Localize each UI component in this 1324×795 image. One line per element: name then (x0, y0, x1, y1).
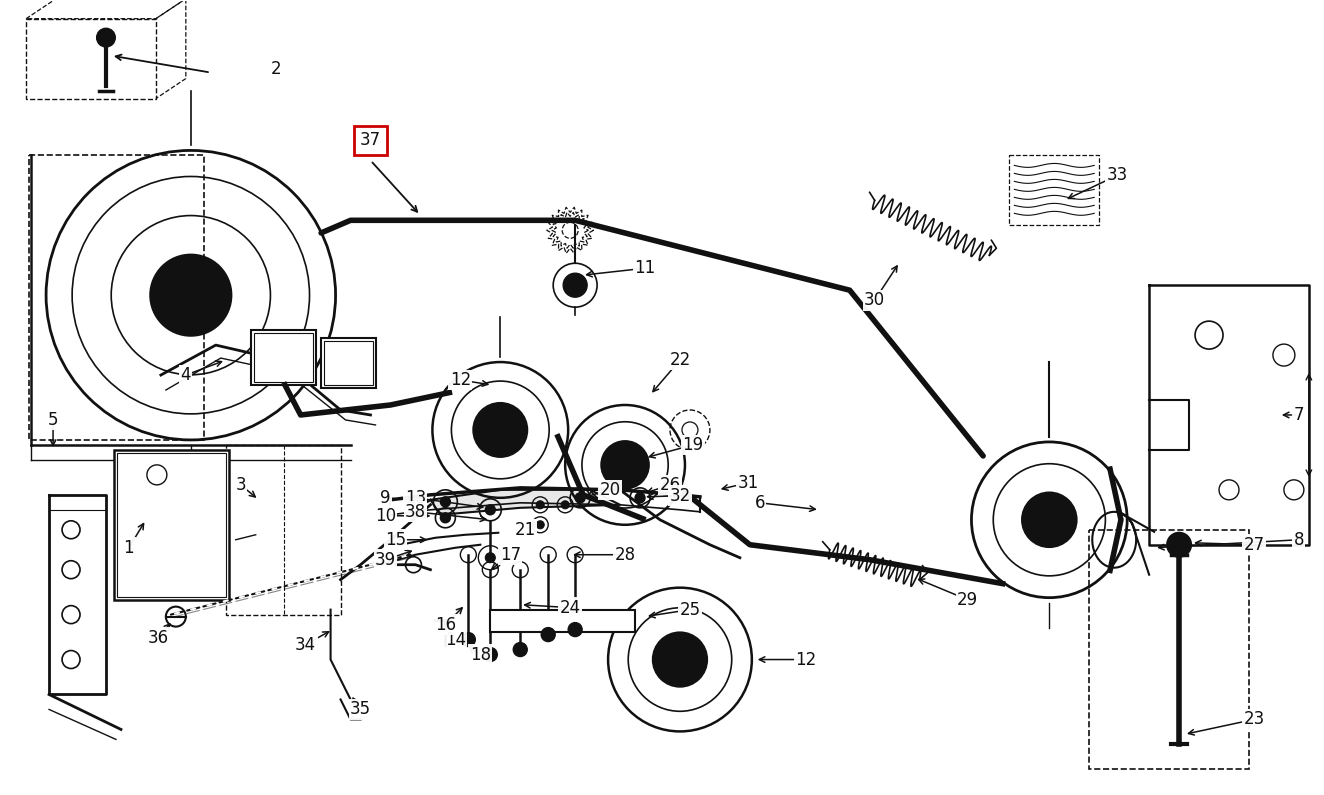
Text: 19: 19 (682, 436, 703, 454)
Text: 21: 21 (515, 521, 536, 539)
Text: 34: 34 (295, 635, 316, 653)
Circle shape (536, 521, 544, 529)
FancyBboxPatch shape (250, 330, 315, 385)
Polygon shape (430, 490, 620, 515)
Text: 14: 14 (445, 630, 466, 649)
Circle shape (1043, 514, 1055, 526)
Circle shape (441, 497, 450, 506)
Text: 15: 15 (385, 531, 406, 549)
Circle shape (514, 642, 527, 657)
Circle shape (1022, 493, 1076, 547)
Circle shape (486, 553, 495, 563)
Circle shape (568, 622, 583, 637)
Circle shape (97, 29, 115, 47)
Text: 10: 10 (375, 506, 396, 525)
FancyBboxPatch shape (490, 610, 636, 631)
Text: 24: 24 (560, 599, 581, 617)
Text: 37: 37 (360, 131, 381, 149)
Circle shape (1168, 533, 1192, 556)
Text: 3: 3 (236, 476, 246, 494)
Circle shape (441, 513, 450, 523)
Text: 2: 2 (270, 60, 281, 78)
Text: 30: 30 (865, 291, 886, 309)
Circle shape (667, 646, 692, 673)
FancyBboxPatch shape (114, 450, 229, 599)
Text: 6: 6 (755, 494, 765, 512)
Text: 33: 33 (1107, 166, 1128, 184)
Text: 5: 5 (48, 411, 58, 429)
Text: 7: 7 (1294, 406, 1304, 424)
Text: 26: 26 (659, 476, 681, 494)
Circle shape (483, 648, 498, 661)
Text: 25: 25 (679, 601, 700, 619)
Text: 12: 12 (450, 371, 471, 389)
Text: 16: 16 (434, 615, 455, 634)
Circle shape (613, 453, 637, 477)
Text: 13: 13 (405, 489, 426, 507)
Circle shape (575, 493, 585, 502)
Text: 23: 23 (1243, 711, 1264, 728)
Circle shape (542, 627, 555, 642)
Text: 22: 22 (670, 351, 691, 369)
Circle shape (461, 633, 475, 646)
Text: 8: 8 (1294, 531, 1304, 549)
Text: 28: 28 (614, 545, 636, 564)
Text: 12: 12 (796, 650, 817, 669)
FancyBboxPatch shape (117, 453, 226, 597)
Circle shape (563, 273, 587, 297)
Text: 11: 11 (634, 259, 655, 277)
Text: 29: 29 (957, 591, 978, 609)
Circle shape (636, 493, 645, 502)
Text: 9: 9 (380, 489, 391, 507)
Circle shape (473, 403, 527, 457)
Circle shape (561, 501, 569, 509)
Text: 1: 1 (123, 539, 134, 556)
Text: 20: 20 (600, 481, 621, 498)
Text: 31: 31 (737, 474, 759, 492)
Text: 36: 36 (147, 629, 168, 646)
Text: 35: 35 (350, 700, 371, 719)
Circle shape (536, 501, 544, 509)
Text: 39: 39 (375, 551, 396, 568)
Circle shape (180, 285, 201, 305)
Text: 32: 32 (670, 487, 691, 505)
Text: 17: 17 (499, 545, 520, 564)
FancyBboxPatch shape (320, 338, 376, 388)
Circle shape (487, 417, 514, 444)
Circle shape (151, 254, 232, 335)
Circle shape (486, 505, 495, 515)
Text: 27: 27 (1243, 536, 1264, 554)
Text: 18: 18 (470, 646, 491, 664)
Text: 38: 38 (405, 502, 426, 521)
Circle shape (653, 632, 707, 687)
FancyBboxPatch shape (254, 333, 312, 382)
Circle shape (601, 441, 649, 489)
Text: 4: 4 (180, 366, 191, 384)
FancyBboxPatch shape (323, 341, 372, 385)
